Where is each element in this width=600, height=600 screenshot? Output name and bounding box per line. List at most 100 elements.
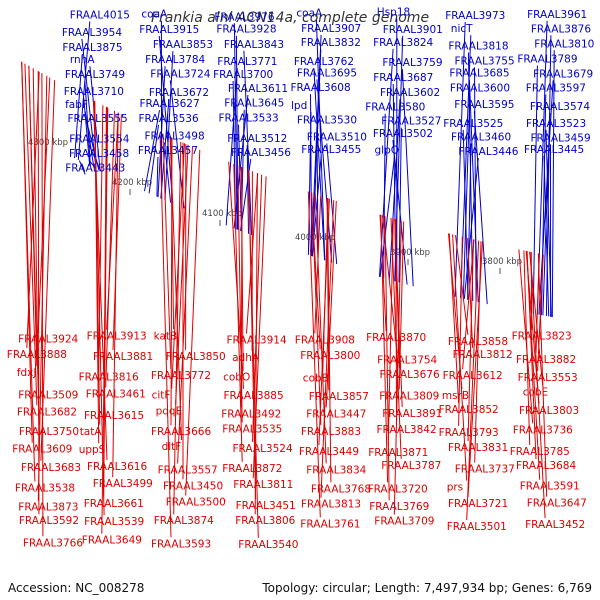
gene-leader-line bbox=[452, 234, 468, 481]
gene-label: FRAAL3553 bbox=[518, 372, 578, 384]
gene-leader-line bbox=[468, 79, 479, 303]
gene-leader-line bbox=[112, 112, 119, 478]
gene-label: FRAAL3527 bbox=[381, 116, 441, 128]
gene-leader-line bbox=[529, 251, 546, 519]
gene-label: FRAAL3498 bbox=[145, 131, 205, 143]
gene-label: FRAAL3914 bbox=[227, 335, 287, 347]
gene-label: FRAAL3509 bbox=[18, 390, 78, 402]
gene-label: FRAAL3540 bbox=[238, 539, 298, 551]
gene-leader-line bbox=[157, 66, 166, 198]
gene-label: FRAAL3661 bbox=[84, 498, 144, 510]
gene-label: Hsp18 bbox=[377, 7, 410, 19]
gene-leader-line bbox=[247, 169, 259, 538]
gene-leader-line bbox=[28, 65, 39, 389]
gene-label: FRAAL3443 bbox=[65, 162, 125, 174]
gene-leader-line bbox=[307, 112, 312, 255]
gene-label: FRAAL3724 bbox=[150, 68, 210, 80]
gene-label: FRAAL3810 bbox=[534, 38, 594, 50]
gene-label: FRAAL3600 bbox=[450, 82, 510, 94]
gene-leader-line bbox=[518, 249, 534, 424]
gene-label: FRAAL3500 bbox=[166, 497, 226, 509]
gene-label: cobB bbox=[303, 373, 329, 385]
gene-label: FRAAL3787 bbox=[381, 460, 441, 472]
gene-leader-line bbox=[148, 124, 159, 194]
gene-label: FRAAL3458 bbox=[69, 148, 129, 160]
gene-label: FRAAL3872 bbox=[222, 463, 282, 475]
gene-label: FRAAL3891 bbox=[382, 408, 442, 420]
gene-label: glpQ bbox=[375, 145, 400, 157]
gene-leader-line bbox=[326, 143, 338, 265]
reverse-gene-labels: FRAAL3924 FRAAL3913 katB FRAAL3914 FRAAL3908… bbox=[7, 330, 587, 551]
reverse-gene-leaders bbox=[21, 61, 548, 538]
gene-leader-line bbox=[326, 197, 332, 483]
gene-label: FRAAL3645 bbox=[224, 98, 284, 110]
gene-label: FRAAL3800 bbox=[300, 350, 360, 362]
gene-leader-line bbox=[164, 51, 174, 201]
gene-leader-line bbox=[162, 133, 172, 370]
gene-label: cobE bbox=[523, 386, 549, 398]
gene-label: FRAAL3762 bbox=[294, 56, 354, 68]
gene-label: FRAAL3857 bbox=[309, 391, 369, 403]
gene-label: FRAAL4015 bbox=[70, 9, 130, 21]
gene-label: FRAAL3759 bbox=[382, 57, 442, 69]
gene-label: FRAAL3684 bbox=[516, 460, 576, 472]
gene-label: FRAAL3592 bbox=[19, 515, 79, 527]
gene-label: FRAAL3888 bbox=[7, 349, 67, 361]
gene-leader-line bbox=[380, 214, 389, 483]
gene-label: FRAAL3824 bbox=[373, 37, 433, 49]
gene-label: FRAAL3858 bbox=[448, 336, 508, 348]
gene-label: FRAAL3873 bbox=[18, 502, 78, 514]
gene-leader-line bbox=[177, 146, 193, 464]
gene-label: FRAAL3882 bbox=[516, 354, 576, 366]
gene-leader-line bbox=[316, 79, 333, 263]
gene-label: FRAAL3754 bbox=[377, 354, 437, 366]
gene-leader-line bbox=[158, 35, 174, 204]
gene-label: FRAAL3901 bbox=[383, 24, 443, 36]
gene-label: FRAAL3907 bbox=[301, 23, 361, 35]
gene-leader-line bbox=[467, 239, 474, 442]
gene-label: coaA bbox=[141, 9, 168, 21]
gene-leader-line bbox=[401, 69, 414, 287]
gene-leader-line bbox=[315, 19, 326, 261]
gene-label: FRAAL3647 bbox=[527, 498, 587, 510]
gene-label: FRAAL3539 bbox=[84, 516, 144, 528]
forward-gene-labels: FRAAL4015 coaA FRAAL3976 coaA Hsp18 FRAAL3973… bbox=[62, 7, 594, 175]
gene-label: FRAAL3451 bbox=[236, 500, 296, 512]
gene-leader-line bbox=[390, 217, 402, 459]
gene-label: FRAAL3447 bbox=[306, 408, 366, 420]
gene-label: FRAAL3915 bbox=[139, 24, 199, 36]
gene-label: FRAAL3672 bbox=[149, 87, 209, 99]
gene-label: katB bbox=[154, 330, 178, 342]
gene-label: FRAAL3755 bbox=[455, 55, 515, 67]
gene-leader-line bbox=[93, 100, 105, 516]
gene-label: FRAAL3502 bbox=[373, 128, 433, 140]
gene-leader-line bbox=[537, 253, 548, 497]
gene-label: FRAAL3961 bbox=[527, 9, 587, 21]
gene-leader-line bbox=[40, 80, 56, 461]
gene-label: FRAAL3954 bbox=[62, 27, 122, 39]
gene-label: FRAAL3709 bbox=[374, 516, 434, 528]
gene-label: FRAAL3831 bbox=[448, 442, 508, 454]
gene-label: FRAAL3853 bbox=[153, 39, 213, 51]
gene-leader-line bbox=[32, 68, 40, 425]
gene-label: FRAAL3616 bbox=[87, 461, 147, 473]
gene-label: FRAAL3530 bbox=[297, 115, 357, 127]
gene-label: FRAAL3852 bbox=[439, 404, 499, 416]
gene-leader-line bbox=[466, 240, 480, 521]
gene-label: FRAAL3769 bbox=[369, 501, 429, 513]
gene-leader-line bbox=[238, 124, 242, 232]
gene-label: FRAAL3450 bbox=[163, 480, 223, 492]
gene-label: FRAAL3554 bbox=[69, 133, 129, 145]
gene-label: FRAAL3666 bbox=[151, 426, 211, 438]
gene-leader-line bbox=[74, 53, 83, 159]
scale-label: 3900 kbp bbox=[390, 248, 430, 258]
gene-label: fdxJ bbox=[17, 367, 37, 379]
gene-label: FRAAL3538 bbox=[15, 483, 75, 495]
gene-label: coaA bbox=[296, 8, 323, 20]
gene-label: FRAAL3736 bbox=[513, 424, 573, 436]
gene-label: FRAAL3843 bbox=[224, 39, 284, 51]
gene-label: FRAAL3456 bbox=[231, 147, 291, 159]
gene-leader-line bbox=[84, 110, 95, 168]
gene-leader-line bbox=[175, 144, 189, 405]
gene-label: FRAAL3557 bbox=[158, 465, 218, 477]
